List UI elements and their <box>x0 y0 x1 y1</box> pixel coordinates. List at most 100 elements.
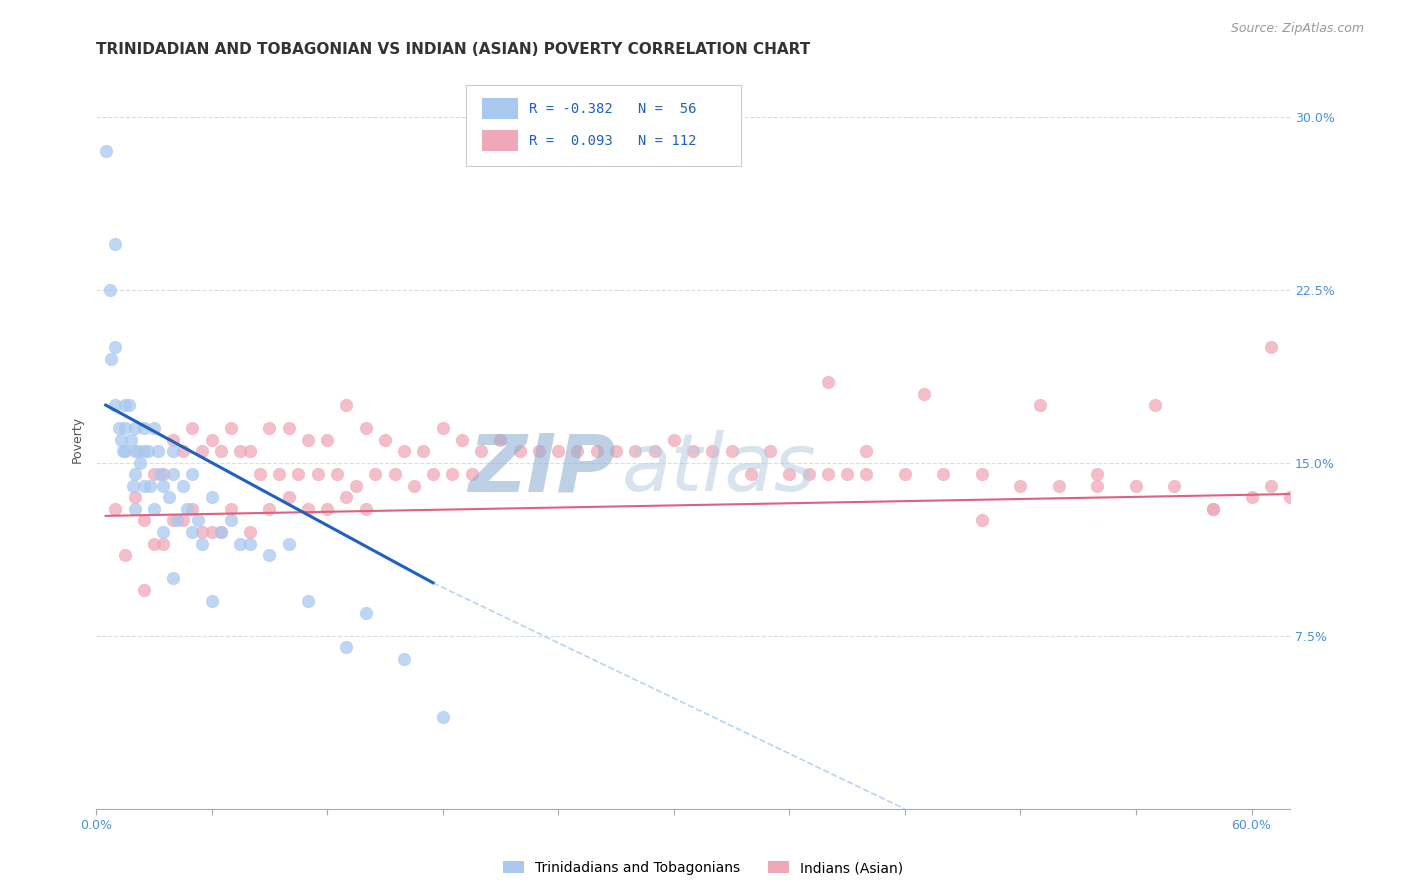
Point <box>200 524 222 539</box>
Point <box>111 444 134 458</box>
Point <box>720 444 742 458</box>
Point <box>134 421 156 435</box>
Point <box>127 444 149 458</box>
Point <box>259 548 281 562</box>
Point <box>239 524 262 539</box>
Point <box>412 444 434 458</box>
Point <box>200 433 222 447</box>
Point <box>354 421 377 435</box>
Point <box>1395 536 1406 550</box>
Point <box>354 502 377 516</box>
Point <box>152 479 174 493</box>
Point <box>142 502 165 516</box>
Point <box>392 652 415 666</box>
Point <box>1240 491 1263 505</box>
Point <box>172 444 194 458</box>
Point <box>932 467 955 482</box>
FancyBboxPatch shape <box>467 86 741 167</box>
Point <box>129 456 152 470</box>
Point <box>817 375 839 389</box>
Point <box>172 479 194 493</box>
Point <box>98 283 121 297</box>
Point <box>142 467 165 482</box>
Point <box>104 398 127 412</box>
Point <box>104 502 127 516</box>
Point <box>307 467 329 482</box>
Point <box>297 433 319 447</box>
Text: atlas: atlas <box>621 430 815 508</box>
Point <box>855 444 877 458</box>
Point <box>181 467 204 482</box>
Point <box>547 444 569 458</box>
Point <box>100 351 122 366</box>
Point <box>124 467 146 482</box>
Point <box>134 444 156 458</box>
Point <box>392 444 415 458</box>
Text: ZIP: ZIP <box>468 430 616 508</box>
Point <box>778 467 800 482</box>
Point <box>1028 398 1050 412</box>
Y-axis label: Poverty: Poverty <box>72 417 84 463</box>
Point <box>1144 398 1167 412</box>
Point <box>384 467 406 482</box>
Point <box>662 433 685 447</box>
Point <box>142 421 165 435</box>
Point <box>297 502 319 516</box>
FancyBboxPatch shape <box>482 98 517 120</box>
Point <box>181 524 204 539</box>
Point <box>124 491 146 505</box>
Point <box>277 421 299 435</box>
Point <box>1163 479 1185 493</box>
Point <box>605 444 627 458</box>
Point <box>181 502 204 516</box>
Point <box>1087 467 1109 482</box>
Point <box>134 479 156 493</box>
Point <box>209 524 232 539</box>
Point <box>1260 340 1282 354</box>
Point <box>162 444 184 458</box>
Point <box>1010 479 1032 493</box>
Point <box>1202 502 1225 516</box>
Point <box>1279 491 1302 505</box>
Point <box>139 479 162 493</box>
Point <box>110 433 132 447</box>
Point <box>297 594 319 608</box>
Point <box>912 386 935 401</box>
Point <box>118 398 141 412</box>
Point <box>172 514 194 528</box>
Point <box>166 514 188 528</box>
Point <box>191 536 214 550</box>
Point <box>1337 536 1360 550</box>
Point <box>120 433 142 447</box>
Legend: Trinidadians and Tobagonians, Indians (Asian): Trinidadians and Tobagonians, Indians (A… <box>498 855 908 880</box>
Point <box>162 571 184 585</box>
Point <box>104 340 127 354</box>
Point <box>1260 479 1282 493</box>
Point <box>354 606 377 620</box>
Point <box>970 514 993 528</box>
Point <box>759 444 782 458</box>
Point <box>287 467 309 482</box>
Point <box>152 467 174 482</box>
Point <box>970 467 993 482</box>
Text: R =  0.093   N = 112: R = 0.093 N = 112 <box>530 134 697 147</box>
Point <box>152 524 174 539</box>
Point <box>249 467 271 482</box>
Point <box>344 479 367 493</box>
Point <box>114 548 136 562</box>
Point <box>855 467 877 482</box>
Point <box>702 444 724 458</box>
Point <box>142 536 165 550</box>
Point <box>162 467 184 482</box>
Point <box>259 421 281 435</box>
Point <box>124 444 146 458</box>
Point <box>200 594 222 608</box>
Point <box>267 467 290 482</box>
Point <box>219 421 242 435</box>
Point <box>162 433 184 447</box>
Point <box>157 491 180 505</box>
Point <box>624 444 647 458</box>
Point <box>422 467 444 482</box>
Point <box>1047 479 1070 493</box>
Point <box>191 524 214 539</box>
